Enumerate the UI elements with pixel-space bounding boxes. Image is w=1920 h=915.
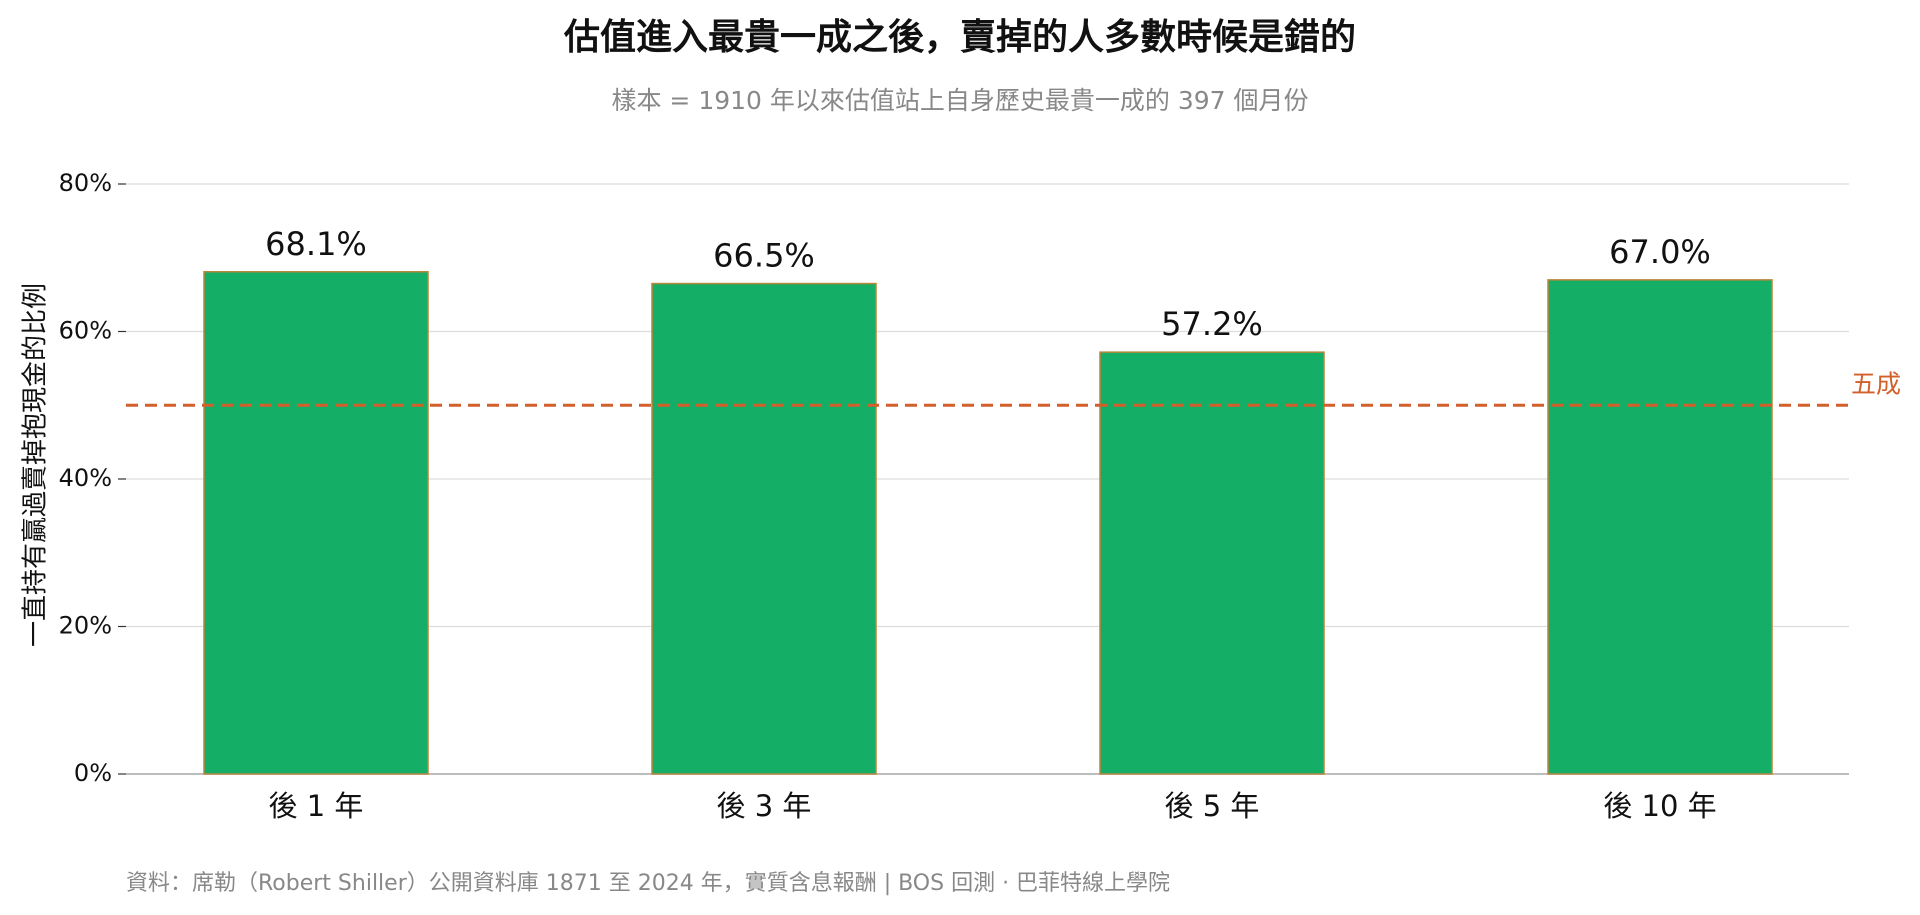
chart-title: 估值進入最貴一成之後，賣掉的人多數時候是錯的 (563, 16, 1356, 58)
value-label: 66.5% (713, 237, 815, 275)
value-label: 57.2% (1161, 305, 1263, 343)
y-tick-label: 60% (59, 317, 112, 345)
bar (1099, 351, 1325, 775)
x-tick-label: 後 3 年 (717, 789, 812, 823)
reference-label: 五成 (1851, 369, 1901, 398)
y-tick-label: 20% (59, 612, 112, 640)
bar (651, 282, 877, 775)
y-tick-label: 40% (59, 464, 112, 492)
y-tick-label: 80% (59, 169, 112, 197)
x-tick-label: 後 5 年 (1165, 789, 1260, 823)
bar (203, 271, 429, 775)
x-tick-label: 後 1 年 (269, 789, 364, 823)
source-note: 資料：席勒（Robert Shiller）公開資料庫 1871 至 2024 年… (126, 871, 1170, 896)
y-axis-label: 一直持有贏過賣掉抱現金的比例 (21, 283, 51, 647)
chart-subtitle: 樣本 = 1910 年以來估值站上自身歷史最貴一成的 397 個月份 (611, 86, 1308, 115)
y-tick-label: 0% (74, 759, 112, 787)
x-tick-label: 後 10 年 (1603, 789, 1716, 823)
value-label: 68.1% (265, 225, 367, 263)
value-label: 67.0% (1609, 233, 1711, 271)
bar (1547, 279, 1773, 775)
